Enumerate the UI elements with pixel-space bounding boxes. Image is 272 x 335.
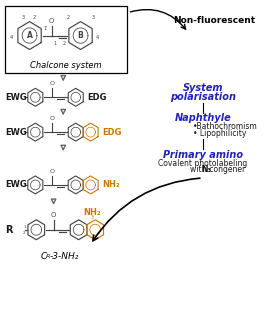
Text: 2: 2: [66, 15, 70, 20]
Text: •Bathochromism: •Bathochromism: [193, 122, 258, 131]
Text: 2: 2: [63, 41, 66, 46]
Text: Non-fluorescent: Non-fluorescent: [173, 16, 255, 25]
Text: O: O: [49, 18, 54, 23]
Text: O: O: [51, 212, 56, 218]
Text: 4': 4': [10, 35, 14, 40]
Text: 3: 3: [91, 15, 95, 20]
Text: Naphthyle: Naphthyle: [174, 113, 231, 123]
Text: Chalcone system: Chalcone system: [30, 61, 101, 70]
Text: 2': 2': [33, 15, 37, 20]
Text: 1: 1: [53, 41, 56, 46]
Text: 3: 3: [91, 215, 94, 220]
Text: System: System: [183, 83, 223, 93]
Text: • Lipophilicity: • Lipophilicity: [193, 129, 246, 138]
Text: R: R: [46, 254, 50, 259]
Text: O: O: [49, 169, 54, 174]
Text: polarisation: polarisation: [170, 92, 236, 102]
Text: EWG: EWG: [5, 181, 27, 189]
Text: 1': 1': [44, 26, 48, 31]
Text: EWG: EWG: [5, 93, 27, 102]
Text: with: with: [190, 165, 209, 175]
Text: EDG: EDG: [87, 93, 107, 102]
Text: NH₂: NH₂: [84, 208, 101, 217]
Text: 1: 1: [23, 225, 26, 229]
FancyBboxPatch shape: [5, 6, 127, 73]
Text: R: R: [5, 225, 13, 235]
Text: C: C: [41, 252, 47, 261]
Text: 4: 4: [96, 35, 99, 40]
Text: -3-NH₂: -3-NH₂: [50, 252, 79, 261]
Text: O: O: [49, 81, 54, 86]
Text: congener: congener: [206, 165, 245, 175]
Text: 2: 2: [23, 231, 26, 235]
Text: 3': 3': [22, 15, 26, 20]
Text: Primary amino: Primary amino: [163, 150, 243, 160]
Text: EWG: EWG: [5, 128, 27, 137]
Text: B: B: [78, 31, 84, 40]
Text: EDG: EDG: [102, 128, 122, 137]
Text: NH₂: NH₂: [102, 181, 120, 189]
Text: A: A: [27, 31, 32, 40]
Text: Covalent photolabeling: Covalent photolabeling: [158, 158, 247, 168]
Text: O: O: [49, 116, 54, 121]
Text: N₃: N₃: [201, 165, 211, 175]
